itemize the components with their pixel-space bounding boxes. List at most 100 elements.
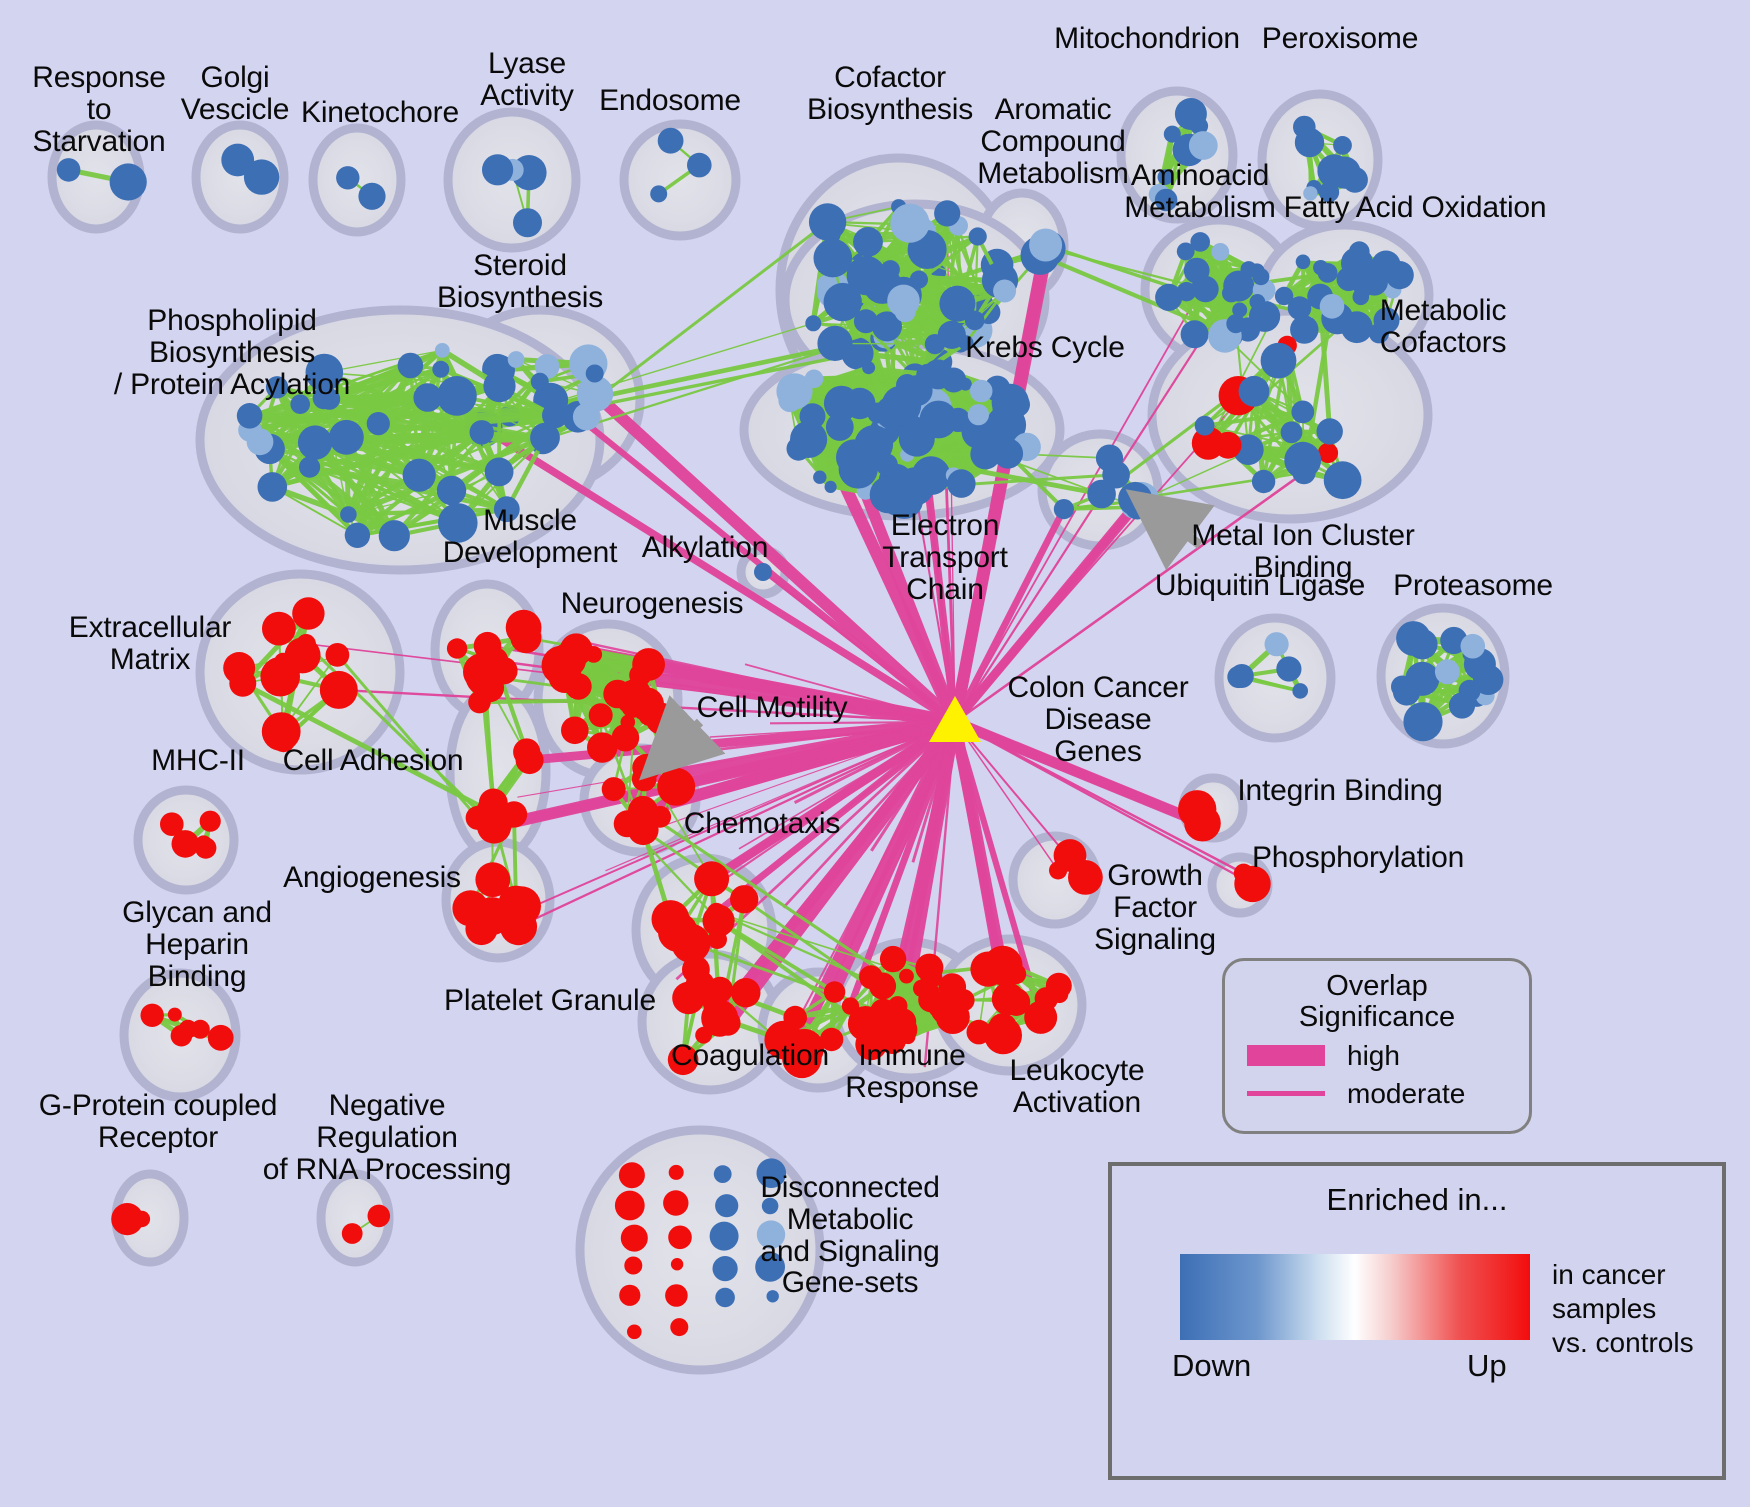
gene-set-node[interactable] — [329, 419, 364, 455]
gene-set-node[interactable] — [924, 334, 946, 355]
gene-set-node[interactable] — [694, 861, 730, 897]
gene-set-node[interactable] — [614, 1190, 645, 1221]
gene-set-node[interactable] — [432, 360, 450, 378]
gene-set-node[interactable] — [318, 388, 341, 410]
gene-set-node[interactable] — [434, 343, 450, 358]
gene-set-node[interactable] — [881, 385, 922, 426]
gene-set-node[interactable] — [1290, 315, 1319, 344]
gene-set-node[interactable] — [611, 723, 640, 752]
gene-set-node[interactable] — [1238, 375, 1270, 407]
gene-set-node[interactable] — [1226, 314, 1246, 334]
cluster-glycan-and-heparin-binding[interactable] — [140, 1003, 234, 1051]
gene-set-node[interactable] — [1102, 460, 1130, 489]
gene-set-node[interactable] — [1323, 461, 1362, 500]
gene-set-node[interactable] — [991, 383, 1029, 422]
gene-set-node[interactable] — [1373, 307, 1400, 334]
gene-set-node[interactable] — [1291, 400, 1315, 424]
gene-set-node[interactable] — [823, 282, 862, 322]
cluster-chemotaxis[interactable] — [651, 861, 759, 984]
gene-set-node[interactable] — [243, 159, 280, 195]
gene-set-node[interactable] — [1280, 421, 1303, 444]
cluster-electron-transport-chain[interactable] — [776, 359, 1041, 519]
cluster-extracellular-matrix[interactable] — [223, 597, 358, 753]
gene-set-node[interactable] — [923, 359, 953, 390]
gene-set-node[interactable] — [246, 428, 274, 456]
gene-set-node[interactable] — [968, 227, 987, 246]
gene-set-node[interactable] — [171, 830, 200, 858]
gene-set-node[interactable] — [1232, 302, 1248, 318]
gene-set-node[interactable] — [585, 364, 604, 383]
gene-set-node[interactable] — [1406, 665, 1437, 696]
gene-set-node[interactable] — [934, 200, 961, 227]
gene-set-node[interactable] — [1292, 683, 1308, 699]
gene-set-node[interactable] — [1295, 254, 1311, 270]
gene-set-node[interactable] — [687, 152, 712, 178]
gene-set-node[interactable] — [756, 1158, 787, 1188]
gene-set-node[interactable] — [1352, 288, 1370, 306]
gene-set-node[interactable] — [650, 185, 668, 203]
gene-set-node[interactable] — [657, 127, 684, 154]
gene-set-node[interactable] — [1303, 186, 1318, 201]
cluster-cell-adhesion[interactable] — [465, 738, 544, 844]
gene-set-node[interactable] — [341, 1223, 363, 1244]
gene-set-node[interactable] — [534, 354, 560, 379]
gene-set-node[interactable] — [853, 309, 878, 334]
cluster-aminoacid-metabolism[interactable] — [1155, 232, 1281, 353]
gene-set-node[interactable] — [846, 255, 886, 296]
gene-set-node[interactable] — [261, 712, 301, 751]
gene-set-node[interactable] — [1190, 232, 1210, 252]
gene-set-node[interactable] — [637, 650, 657, 670]
gene-set-node[interactable] — [879, 945, 907, 973]
gene-set-node[interactable] — [920, 966, 943, 989]
gene-set-node[interactable] — [670, 1258, 684, 1271]
gene-set-node[interactable] — [1316, 418, 1343, 445]
cluster-growth-factor-signaling[interactable] — [1049, 839, 1103, 895]
cluster-mitochondrion[interactable] — [1148, 98, 1218, 212]
cluster-phospholipid-biosynthesis-protein-acylation[interactable] — [236, 343, 568, 552]
gene-set-node[interactable] — [1050, 985, 1069, 1004]
gene-set-node[interactable] — [1176, 242, 1195, 261]
gene-set-node[interactable] — [1163, 125, 1181, 143]
gene-set-node[interactable] — [358, 182, 386, 210]
cluster-negative-regulation-of-rna-processing[interactable] — [341, 1204, 391, 1244]
gene-set-node[interactable] — [707, 929, 728, 950]
gene-set-node[interactable] — [665, 1284, 688, 1307]
gene-set-node[interactable] — [869, 972, 897, 1000]
gene-set-node[interactable] — [1292, 460, 1316, 485]
gene-set-node[interactable] — [1260, 342, 1297, 379]
gene-set-node[interactable] — [952, 989, 975, 1012]
gene-set-node[interactable] — [378, 520, 410, 552]
gene-set-node[interactable] — [588, 703, 613, 728]
gene-set-node[interactable] — [336, 166, 360, 190]
gene-set-node[interactable] — [702, 994, 721, 1013]
gene-set-node[interactable] — [1180, 320, 1209, 349]
gene-set-node[interactable] — [803, 437, 819, 453]
gene-set-node[interactable] — [1385, 261, 1414, 290]
gene-set-node[interactable] — [1317, 442, 1339, 463]
gene-set-node[interactable] — [437, 376, 477, 416]
gene-set-node[interactable] — [1029, 228, 1063, 262]
gene-set-node[interactable] — [715, 1194, 739, 1218]
gene-set-node[interactable] — [160, 812, 184, 836]
gene-set-node[interactable] — [530, 372, 549, 391]
gene-set-node[interactable] — [1294, 127, 1325, 158]
gene-set-node[interactable] — [709, 1221, 739, 1251]
gene-set-node[interactable] — [221, 143, 255, 177]
cluster-g-protein-coupled-receptor[interactable] — [111, 1203, 151, 1236]
gene-set-node[interactable] — [872, 311, 902, 342]
cluster-fatty-acid-oxidation[interactable] — [1274, 241, 1414, 344]
gene-set-node[interactable] — [901, 1029, 916, 1045]
gene-set-node[interactable] — [731, 978, 761, 1008]
gene-set-node[interactable] — [1188, 131, 1218, 160]
gene-set-node[interactable] — [668, 1164, 684, 1180]
gene-set-node[interactable] — [783, 1005, 807, 1030]
gene-set-node[interactable] — [983, 945, 1023, 986]
gene-set-node[interactable] — [530, 422, 560, 453]
gene-set-node[interactable] — [869, 476, 907, 514]
gene-set-node[interactable] — [507, 351, 525, 368]
gene-set-node[interactable] — [207, 1024, 234, 1051]
gene-set-node[interactable] — [799, 403, 826, 430]
gene-set-node[interactable] — [619, 1284, 641, 1306]
gene-set-node[interactable] — [964, 310, 985, 331]
gene-set-node[interactable] — [446, 638, 468, 659]
